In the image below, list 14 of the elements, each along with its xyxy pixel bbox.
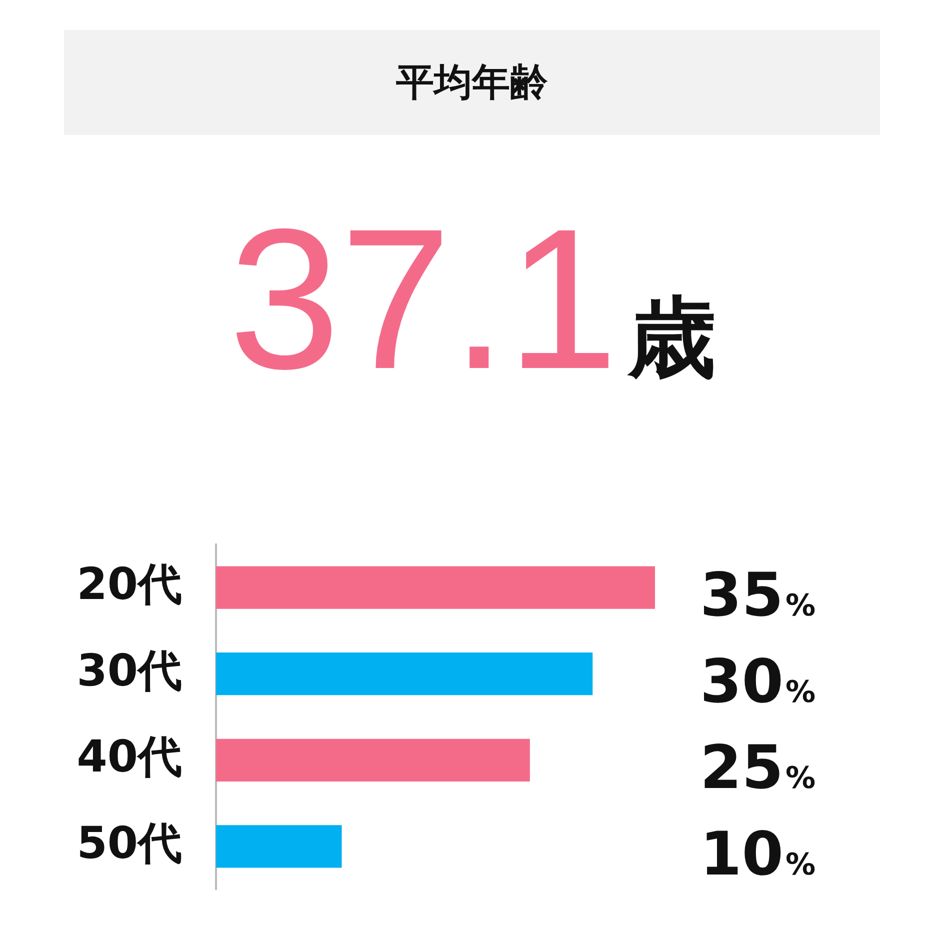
data-label: 30% <box>700 646 816 717</box>
y-tick-label: 20代 <box>76 558 182 610</box>
data-label: 25% <box>700 733 816 804</box>
bar <box>216 825 342 868</box>
data-label: 35% <box>700 560 816 631</box>
bar <box>216 738 530 782</box>
y-tick-label: 40代 <box>76 732 182 783</box>
y-tick-label: 50代 <box>76 818 182 869</box>
chart-title: 平均年齢 <box>64 30 880 135</box>
data-label: 10% <box>700 819 816 890</box>
y-tick-label: 30代 <box>76 645 182 696</box>
bar <box>216 652 593 696</box>
chart-subtitle: 37.1歳 <box>228 188 716 411</box>
bar <box>216 566 655 609</box>
